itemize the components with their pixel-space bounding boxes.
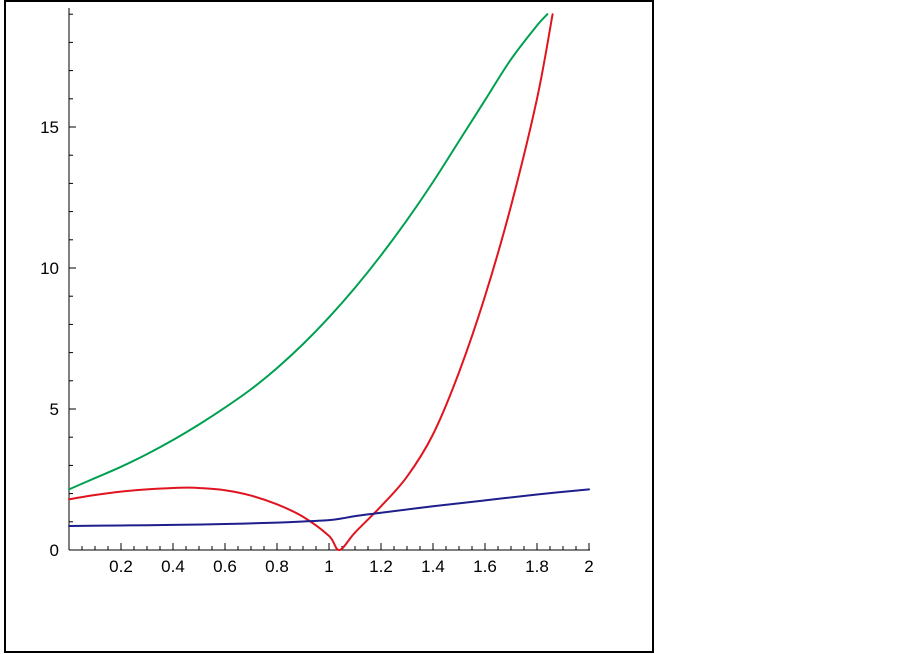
x-tick-label: 0.6 — [213, 557, 237, 576]
y-tick-label: 10 — [40, 259, 59, 278]
x-tick-label: 1.6 — [473, 557, 497, 576]
y-tick-label: 0 — [50, 541, 59, 560]
ticks — [69, 13, 590, 550]
y-tick-label: 15 — [40, 118, 59, 137]
x-tick-label: 2 — [584, 557, 593, 576]
series-line-2 — [68, 13, 554, 551]
y-tick-label: 5 — [50, 400, 59, 419]
x-tick-label: 0.2 — [109, 557, 133, 576]
x-tick-label: 1.2 — [369, 557, 393, 576]
x-tick-label: 1.4 — [421, 557, 445, 576]
x-tick-label: 0.8 — [265, 557, 289, 576]
tick-labels: 0.2 0.4 0.6 0.8 1 1.2 1.4 1.6 1.8 2 0 5 10 15 — [40, 118, 594, 576]
axes — [68, 8, 590, 551]
x-tick-label: 0.4 — [161, 557, 185, 576]
x-tick-label: 1.8 — [525, 557, 549, 576]
series — [68, 13, 590, 551]
series-line-1 — [68, 13, 549, 491]
series-line-3 — [68, 488, 590, 528]
x-tick-label: 1 — [324, 557, 333, 576]
